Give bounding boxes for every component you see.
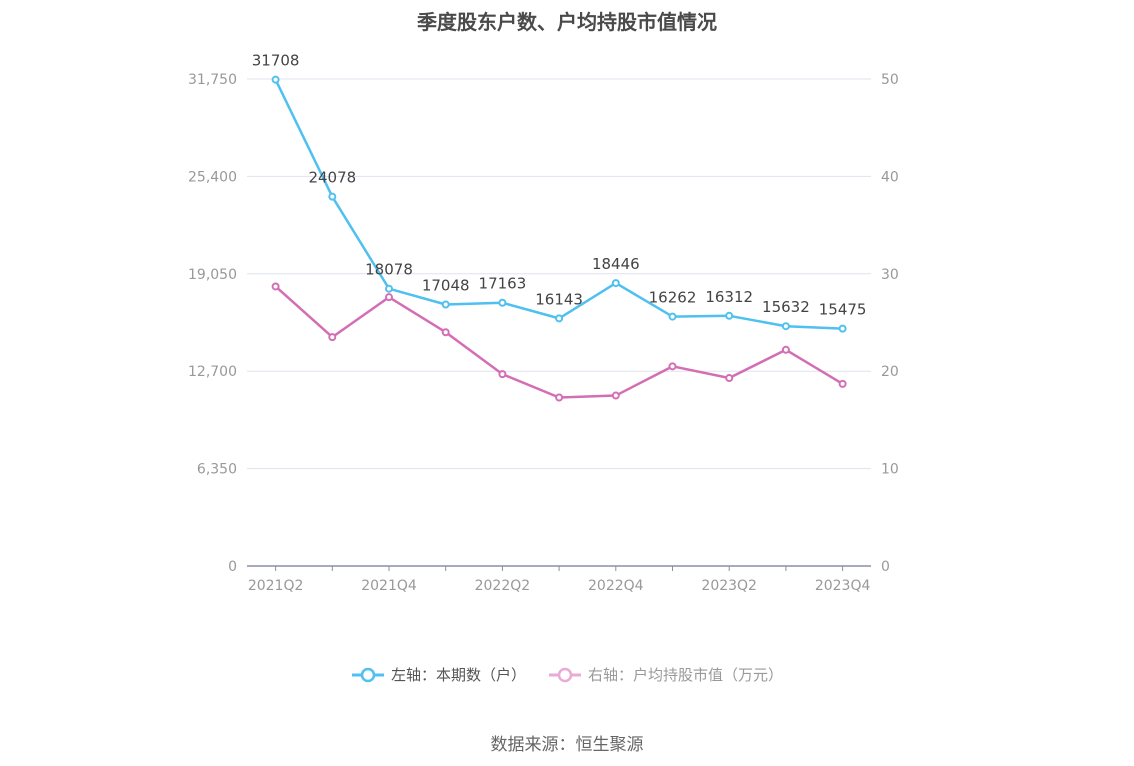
data-point-left: [441, 300, 450, 309]
right-axis-tick-label: 40: [881, 169, 899, 185]
axes: 0 6,350 12,700 19,050 25,400 31,750 0 10 20 30 40 5…: [188, 72, 899, 594]
data-label: 24078: [308, 169, 356, 187]
data-labels: 31708 24078 18078 17048 17163 16143 18446 16262…: [252, 52, 867, 319]
x-axis-tick-label: 2022Q2: [475, 578, 531, 594]
data-label: 18078: [365, 261, 413, 279]
data-label: 15632: [762, 298, 810, 316]
left-axis-tick-label: 0: [228, 559, 237, 575]
data-point-right: [328, 333, 337, 342]
legend-item-left[interactable]: 左轴：本期数（户）: [351, 664, 526, 685]
legend-item-right[interactable]: 右轴：户均持股市值（万元）: [548, 664, 783, 685]
x-axis-tick-label: 2023Q2: [701, 578, 757, 594]
x-axis-tick-label: 2021Q4: [361, 578, 417, 594]
data-point-right: [668, 362, 677, 371]
data-point-left: [498, 298, 507, 307]
right-axis-tick-label: 30: [881, 267, 899, 283]
chart-title: 季度股东户数、户均持股市值情况: [417, 10, 717, 34]
data-point-right: [611, 391, 620, 400]
data-point-right: [498, 370, 507, 379]
series-lines: [271, 75, 847, 402]
data-point-left: [725, 311, 734, 320]
legend-left-line-icon: [351, 667, 384, 682]
data-label: 16143: [535, 290, 583, 308]
x-axis-tick-label: 2022Q4: [588, 578, 644, 594]
right-axis-tick-label: 50: [881, 72, 899, 88]
data-point-left: [611, 279, 620, 288]
data-point-left: [271, 75, 280, 84]
left-axis-tick-label: 19,050: [188, 267, 237, 283]
data-point-right: [271, 282, 280, 291]
data-label: 16312: [705, 288, 753, 306]
left-axis-tick-label: 25,400: [188, 169, 237, 185]
data-label: 18446: [592, 255, 640, 273]
legend-right-line-icon: [549, 667, 581, 682]
right-axis-tick-label: 20: [881, 364, 899, 380]
legend: 左轴：本期数（户） 右轴：户均持股市值（万元）: [0, 664, 1134, 685]
x-axis-tick-label: 2023Q4: [815, 578, 871, 594]
data-point-left: [838, 324, 847, 333]
data-label: 17048: [422, 277, 470, 295]
legend-label-right: 右轴：户均持股市值（万元）: [588, 666, 784, 684]
data-label: 31708: [252, 52, 300, 70]
right-axis-tick-label: 10: [881, 462, 899, 478]
data-point-right: [838, 379, 847, 388]
data-label: 16262: [649, 289, 697, 307]
data-point-right: [441, 328, 450, 337]
data-point-left: [385, 284, 393, 293]
data-point-right: [555, 393, 564, 402]
data-point-right: [385, 293, 393, 302]
data-point-left: [328, 192, 337, 201]
data-point-left: [668, 312, 677, 321]
x-axis-tick-label: 2021Q2: [248, 578, 304, 594]
data-point-right: [781, 345, 790, 354]
data-point-right: [725, 374, 734, 383]
data-label: 15475: [819, 301, 867, 319]
grid-lines: [247, 78, 871, 470]
legend-label-left: 左轴：本期数（户）: [390, 666, 526, 684]
left-axis-tick-label: 31,750: [188, 72, 237, 88]
data-source: 数据来源：恒生聚源: [490, 735, 644, 755]
data-point-left: [555, 314, 564, 323]
left-axis-tick-label: 12,700: [188, 364, 237, 380]
data-label: 17163: [479, 275, 527, 293]
data-point-left: [781, 322, 790, 331]
left-axis-tick-label: 6,350: [197, 462, 237, 478]
right-axis-tick-label: 0: [881, 559, 890, 575]
